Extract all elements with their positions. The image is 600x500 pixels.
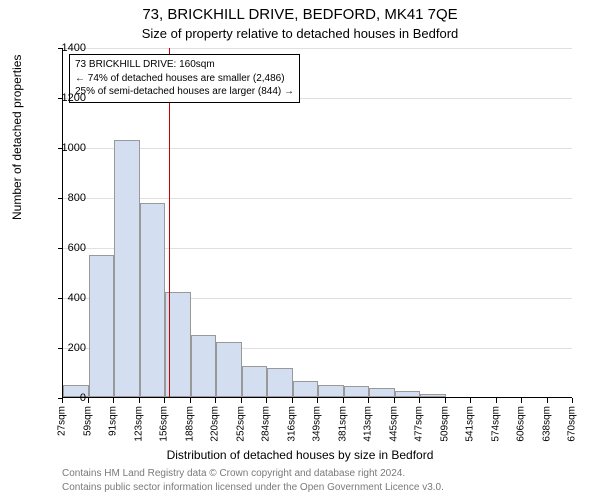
x-tick-mark — [368, 398, 369, 403]
annotation-box: 73 BRICKHILL DRIVE: 160sqm← 74% of detac… — [69, 54, 300, 103]
plot-area: 73 BRICKHILL DRIVE: 160sqm← 74% of detac… — [62, 48, 572, 398]
footer-licence: Contains public sector information licen… — [62, 482, 444, 493]
x-tick-label: 123sqm — [133, 406, 144, 442]
x-tick-mark — [496, 398, 497, 403]
histogram-bar — [395, 391, 421, 397]
x-tick-mark — [547, 398, 548, 403]
y-tick-label: 1400 — [46, 42, 86, 54]
y-tick-label: 800 — [46, 192, 86, 204]
x-tick-label: 477sqm — [414, 406, 425, 442]
chart-subtitle: Size of property relative to detached ho… — [0, 26, 600, 41]
chart-title: 73, BRICKHILL DRIVE, BEDFORD, MK41 7QE — [0, 6, 600, 23]
x-tick-label: 509sqm — [439, 406, 450, 442]
x-tick-mark — [317, 398, 318, 403]
y-axis-label: Number of detached properties — [10, 55, 24, 220]
x-tick-mark — [292, 398, 293, 403]
x-tick-label: 445sqm — [388, 406, 399, 442]
y-tick-label: 600 — [46, 242, 86, 254]
x-tick-mark — [521, 398, 522, 403]
x-tick-mark — [470, 398, 471, 403]
histogram-bar — [318, 385, 344, 398]
x-tick-label: 156sqm — [159, 406, 170, 442]
annotation-line: ← 74% of detached houses are smaller (2,… — [75, 72, 294, 86]
x-tick-label: 349sqm — [312, 406, 323, 442]
histogram-bar — [191, 335, 217, 398]
x-tick-label: 638sqm — [541, 406, 552, 442]
x-tick-mark — [343, 398, 344, 403]
x-tick-mark — [190, 398, 191, 403]
histogram-bar — [420, 394, 446, 397]
x-tick-label: 413sqm — [363, 406, 374, 442]
x-tick-mark — [419, 398, 420, 403]
x-axis-label: Distribution of detached houses by size … — [0, 448, 600, 462]
histogram-bar — [89, 255, 115, 398]
histogram-bar — [216, 342, 242, 397]
x-tick-mark — [88, 398, 89, 403]
x-tick-label: 284sqm — [261, 406, 272, 442]
x-tick-label: 316sqm — [286, 406, 297, 442]
x-tick-mark — [572, 398, 573, 403]
annotation-line: 25% of semi-detached houses are larger (… — [75, 85, 294, 99]
footer-copyright: Contains HM Land Registry data © Crown c… — [62, 468, 405, 479]
x-tick-mark — [266, 398, 267, 403]
x-tick-mark — [164, 398, 165, 403]
y-tick-label: 1000 — [46, 142, 86, 154]
x-tick-label: 59sqm — [82, 406, 93, 436]
y-tick-label: 1200 — [46, 92, 86, 104]
x-tick-label: 27sqm — [57, 406, 68, 436]
histogram-bar — [267, 368, 293, 397]
x-tick-label: 220sqm — [210, 406, 221, 442]
x-tick-mark — [445, 398, 446, 403]
x-tick-mark — [394, 398, 395, 403]
gridline — [63, 48, 572, 49]
x-tick-label: 252sqm — [235, 406, 246, 442]
x-tick-mark — [139, 398, 140, 403]
x-tick-label: 381sqm — [337, 406, 348, 442]
histogram-bar — [140, 203, 166, 397]
histogram-bar — [242, 366, 268, 397]
y-tick-label: 400 — [46, 292, 86, 304]
x-tick-label: 574sqm — [490, 406, 501, 442]
annotation-line: 73 BRICKHILL DRIVE: 160sqm — [75, 58, 294, 72]
histogram-bar — [114, 140, 140, 398]
x-tick-mark — [62, 398, 63, 403]
histogram-bar — [344, 386, 370, 397]
histogram-bar — [293, 381, 319, 397]
x-tick-label: 606sqm — [516, 406, 527, 442]
chart-container: 73, BRICKHILL DRIVE, BEDFORD, MK41 7QE S… — [0, 0, 600, 500]
x-tick-mark — [113, 398, 114, 403]
x-tick-label: 91sqm — [108, 406, 119, 436]
x-tick-label: 541sqm — [465, 406, 476, 442]
y-tick-label: 200 — [46, 342, 86, 354]
x-tick-mark — [241, 398, 242, 403]
x-tick-label: 188sqm — [184, 406, 195, 442]
x-tick-label: 670sqm — [567, 406, 578, 442]
x-tick-mark — [215, 398, 216, 403]
y-tick-label: 0 — [46, 392, 86, 404]
histogram-bar — [369, 388, 395, 397]
